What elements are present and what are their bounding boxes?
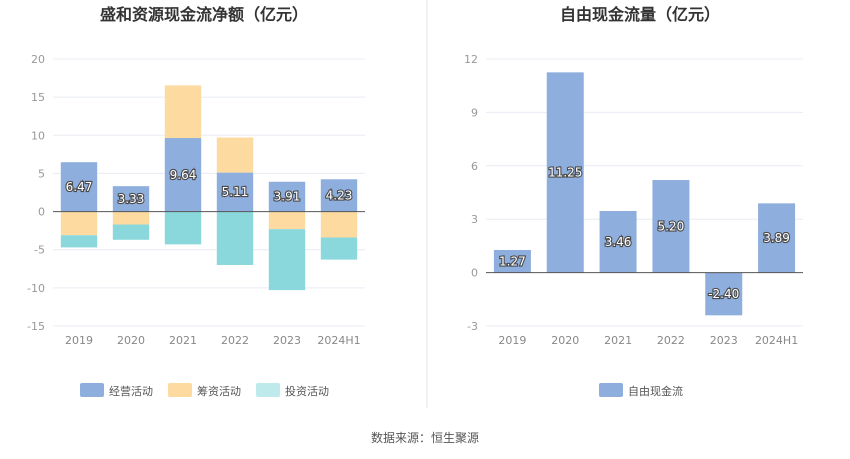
bar-筹资活动-2023: [268, 211, 306, 230]
chart-title: 自由现金流量（亿元）: [560, 5, 720, 24]
data-label: 3.46: [605, 235, 632, 249]
data-label: 3.91: [274, 190, 301, 204]
y-tick-label: 6: [471, 160, 478, 173]
bar-自由现金流-2019: [493, 249, 531, 273]
x-tick-label: 2019: [498, 334, 526, 347]
bar-投资活动-2024H1: [320, 237, 358, 260]
bar-自由现金流-2022: [652, 180, 690, 273]
legend-label: 自由现金流: [628, 384, 683, 398]
legend-swatch-投资活动: [256, 383, 280, 397]
bar-经营活动-2024H1: [320, 179, 358, 212]
x-tick-label: 2022: [221, 334, 249, 347]
x-tick-label: 2020: [551, 334, 579, 347]
bar-经营活动-2020: [112, 186, 150, 212]
bar-投资活动-2020: [112, 224, 150, 240]
y-tick-label: 15: [31, 91, 45, 104]
data-label: 3.89: [763, 231, 790, 245]
legend-label: 投资活动: [285, 384, 329, 398]
bar-自由现金流-2020: [546, 72, 584, 273]
bar-经营活动-2022: [216, 172, 254, 212]
bar-投资活动-2021: [164, 211, 202, 245]
legend-swatch-自由现金流: [599, 383, 623, 397]
y-tick-label: 5: [38, 167, 45, 180]
y-tick-label: 0: [471, 267, 478, 280]
chart-panel-2: 自由现金流量（亿元） 12 9 6 3 0 -3 1.27 11.25 3.46 5.20 -2.40…: [464, 5, 803, 398]
x-tick-label: 2024H1: [317, 334, 360, 347]
bar-投资活动-2022: [216, 211, 254, 265]
y-tick-label: -15: [27, 320, 45, 333]
bar-筹资活动-2021: [164, 85, 202, 139]
y-tick-label: 3: [471, 213, 478, 226]
data-label: 4.23: [326, 188, 353, 202]
data-label: 9.64: [170, 168, 197, 182]
bar-自由现金流-2023: [705, 272, 743, 316]
legend-swatch-经营活动: [80, 383, 104, 397]
bar-经营活动-2021: [164, 138, 202, 212]
data-label: -2.40: [708, 287, 739, 301]
data-label: 6.47: [66, 180, 93, 194]
y-tick-label: -10: [27, 282, 45, 295]
bar-筹资活动-2019: [60, 211, 98, 236]
y-tick-label: 20: [31, 53, 45, 66]
x-tick-label: 2023: [273, 334, 301, 347]
legend-label: 经营活动: [109, 384, 153, 398]
data-label: 11.25: [548, 165, 582, 179]
x-tick-label: 2021: [169, 334, 197, 347]
chart-title: 盛和资源现金流净额（亿元）: [100, 5, 308, 24]
x-tick-label: 2023: [710, 334, 738, 347]
bar-自由现金流-2024H1: [758, 203, 796, 273]
chart-panel-1: 盛和资源现金流净额（亿元） 20 15 10 5 0 -5 -10 -15 6.47 3.33 9.6…: [27, 5, 365, 398]
data-label: 5.20: [658, 219, 685, 233]
legend-label: 筹资活动: [197, 384, 241, 398]
bar-筹资活动-2020: [112, 211, 150, 225]
y-tick-label: -5: [34, 244, 45, 257]
data-label: 3.33: [118, 192, 145, 206]
bar-筹资活动-2024H1: [320, 211, 358, 238]
x-tick-label: 2021: [604, 334, 632, 347]
x-tick-label: 2020: [117, 334, 145, 347]
y-tick-label: -3: [467, 320, 478, 333]
x-tick-label: 2024H1: [755, 334, 798, 347]
bar-经营活动-2023: [268, 181, 306, 212]
bar-筹资活动-2022: [216, 137, 254, 173]
data-label: 1.27: [499, 254, 526, 268]
x-tick-label: 2022: [657, 334, 685, 347]
legend-swatch-筹资活动: [168, 383, 192, 397]
x-tick-label: 2019: [65, 334, 93, 347]
bar-投资活动-2019: [60, 235, 98, 248]
data-label: 5.11: [222, 185, 249, 199]
bar-自由现金流-2021: [599, 211, 637, 273]
y-tick-label: 10: [31, 129, 45, 142]
y-tick-label: 12: [464, 53, 478, 66]
source-note: 数据来源：恒生聚源: [371, 430, 479, 445]
bar-投资活动-2023: [268, 229, 306, 291]
y-tick-label: 0: [38, 206, 45, 219]
bar-经营活动-2019: [60, 162, 98, 212]
y-tick-label: 9: [471, 106, 478, 119]
